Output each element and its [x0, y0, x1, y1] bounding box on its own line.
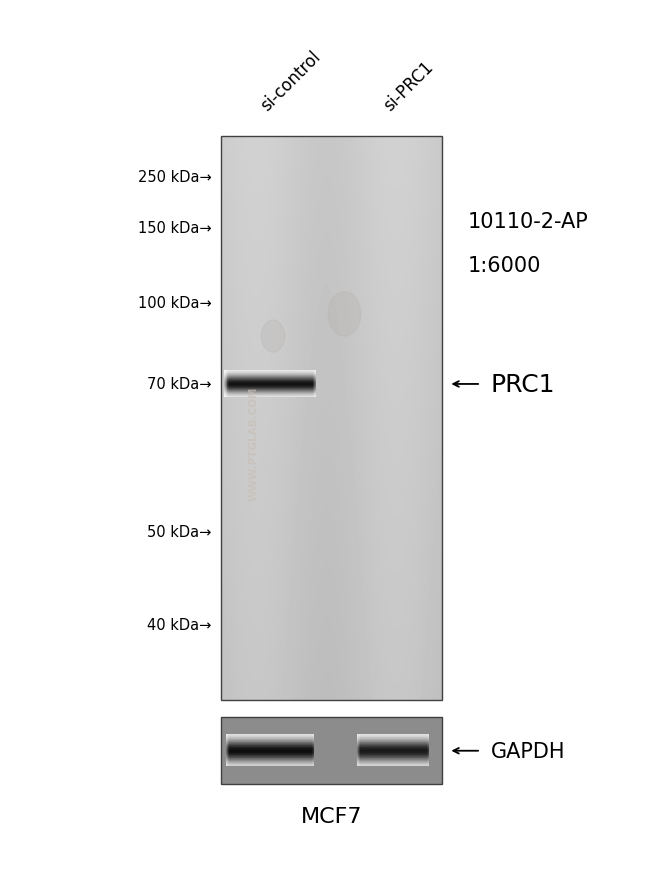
Text: 1:6000: 1:6000 — [468, 256, 541, 276]
Circle shape — [261, 321, 285, 353]
Bar — [221, 718, 442, 784]
Text: 250 kDa→: 250 kDa→ — [138, 170, 211, 184]
Text: si-control: si-control — [257, 48, 324, 115]
Text: 70 kDa→: 70 kDa→ — [147, 377, 211, 391]
Bar — [221, 137, 442, 700]
Text: 40 kDa→: 40 kDa→ — [147, 618, 211, 632]
Text: 100 kDa→: 100 kDa→ — [138, 296, 211, 310]
Text: 150 kDa→: 150 kDa→ — [138, 222, 211, 236]
Text: si-PRC1: si-PRC1 — [380, 58, 437, 115]
Text: PRC1: PRC1 — [491, 372, 555, 397]
Text: 10110-2-AP: 10110-2-AP — [468, 212, 589, 231]
Text: WWW.PTGLAB.COM: WWW.PTGLAB.COM — [248, 386, 259, 500]
Text: 50 kDa→: 50 kDa→ — [147, 525, 211, 539]
Circle shape — [328, 292, 361, 337]
Text: GAPDH: GAPDH — [491, 741, 566, 761]
Text: MCF7: MCF7 — [301, 806, 362, 827]
